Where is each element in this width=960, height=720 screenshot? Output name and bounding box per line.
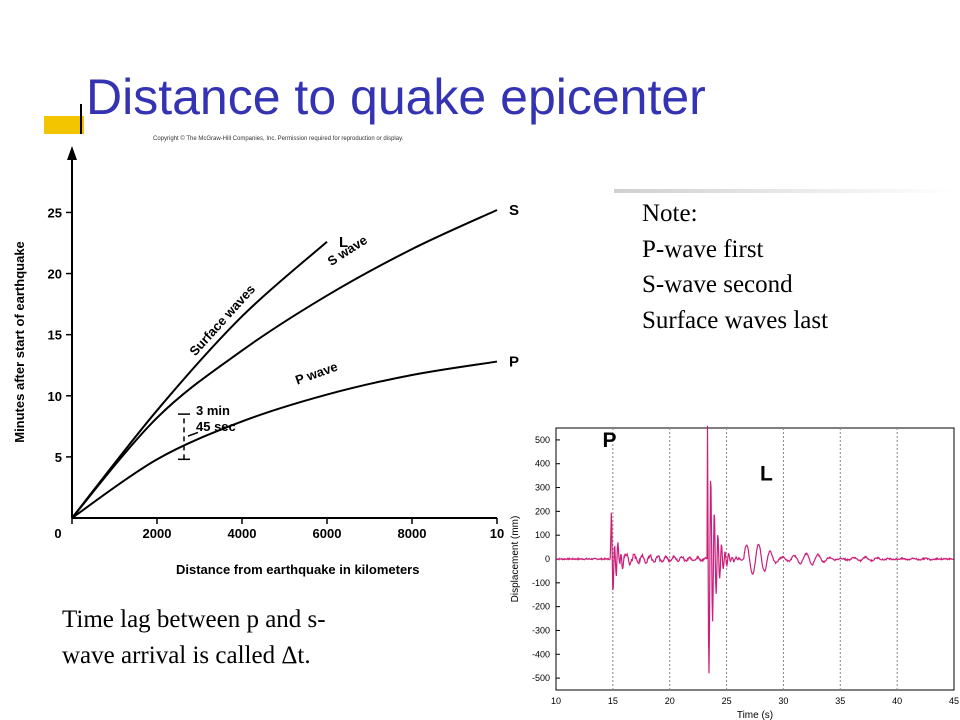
travel-time-curves <box>71 209 498 519</box>
p-wave-label: P wave <box>293 359 339 388</box>
phase-label-p: P <box>602 429 616 452</box>
time-lag-text: 3 min <box>196 403 230 418</box>
x-tick-label: 15 <box>608 696 618 706</box>
x-axis-label: Distance from earthquake in kilometers <box>176 562 419 577</box>
y-tick-label: 20 <box>48 267 62 282</box>
y-axis-arrow <box>67 146 77 160</box>
y-axis-label: Displacement (mm) <box>510 516 521 603</box>
x-tick-label: 4000 <box>228 526 257 541</box>
y-tick-label: 15 <box>48 328 62 343</box>
seismogram-labels: PSL <box>602 429 773 485</box>
x-tick-label: 30 <box>778 696 788 706</box>
copyright-notice: Copyright © The McGraw-Hill Companies, I… <box>153 136 404 142</box>
y-tick-label: 200 <box>535 506 550 516</box>
y-tick-label: -100 <box>532 578 550 588</box>
x-tick-label: 10 <box>490 526 504 541</box>
x-tick-label: 6000 <box>313 526 342 541</box>
x-axis-label: Time (s) <box>737 710 773 720</box>
phase-label-l: L <box>760 462 773 485</box>
x-tick-label: 35 <box>835 696 845 706</box>
y-tick-label: -200 <box>532 602 550 612</box>
caption: Time lag between p and s- wave arrival i… <box>62 602 462 673</box>
x-tick-label: 40 <box>892 696 902 706</box>
caption-line: Time lag between p and s- <box>62 606 326 633</box>
x-tick-label: 2000 <box>143 526 172 541</box>
caption-line: wave arrival is called Δt. <box>62 641 311 669</box>
y-tick-label: 5 <box>55 450 62 465</box>
x-tick-label: 8000 <box>398 526 427 541</box>
time-lag-text: 45 sec <box>196 419 236 434</box>
title-accent-bar <box>44 116 84 134</box>
note-box: Note: P-wave first S-wave second Surface… <box>642 196 828 338</box>
curve-end-label: S <box>509 202 519 219</box>
travel-time-axes: 5 10 15 20 25 0 2000 4000 6000 8000 10 Distance fro… <box>12 146 504 577</box>
y-tick-label: -400 <box>532 649 550 659</box>
y-tick-label: 10 <box>48 389 62 404</box>
note-line: Surface waves last <box>642 306 829 334</box>
y-tick-label: 100 <box>535 530 550 540</box>
y-tick-label: 300 <box>535 483 550 493</box>
x-tick-label: 0 <box>54 526 61 541</box>
y-tick-label: -500 <box>532 673 550 683</box>
note-line: S-wave second <box>642 271 793 298</box>
y-tick-label: -300 <box>532 625 550 635</box>
curve-end-label: L <box>339 234 348 251</box>
p-wave-curve <box>71 360 498 519</box>
x-tick-label: 10 <box>551 696 561 706</box>
title-accent-tick <box>80 104 82 134</box>
x-tick-label: 25 <box>722 696 732 706</box>
note-line: Note: <box>642 200 698 227</box>
y-tick-label: 25 <box>48 205 62 220</box>
seismogram-frame: 10 15 20 25 30 35 40 45 500 400 300 200 100 0 -100 -200… <box>510 427 959 720</box>
surface-wave-curve <box>71 241 328 519</box>
note-line: P-wave first <box>642 235 764 263</box>
y-tick-label: 500 <box>535 435 550 445</box>
y-tick-label: 0 <box>545 554 550 564</box>
travel-time-chart: 5 10 15 20 25 0 2000 4000 6000 8000 10 Distance fro… <box>12 146 519 577</box>
x-tick-label: 20 <box>665 696 675 706</box>
seismogram-chart: 10 15 20 25 30 35 40 45 500 400 300 200 100 0 -100 -200… <box>510 425 959 720</box>
y-axis-label: Minutes after start of earthquake <box>12 241 27 443</box>
s-wave-curve <box>71 209 498 519</box>
seismogram-trace <box>555 425 955 674</box>
seismogram-trace-group <box>555 425 955 674</box>
note-divider <box>614 189 954 193</box>
curve-end-label: P <box>509 354 519 371</box>
x-tick-label: 45 <box>949 696 959 706</box>
y-tick-label: 400 <box>535 459 550 469</box>
time-lag-pointer <box>187 431 199 437</box>
page-title: Distance to quake epicenter <box>86 69 706 125</box>
